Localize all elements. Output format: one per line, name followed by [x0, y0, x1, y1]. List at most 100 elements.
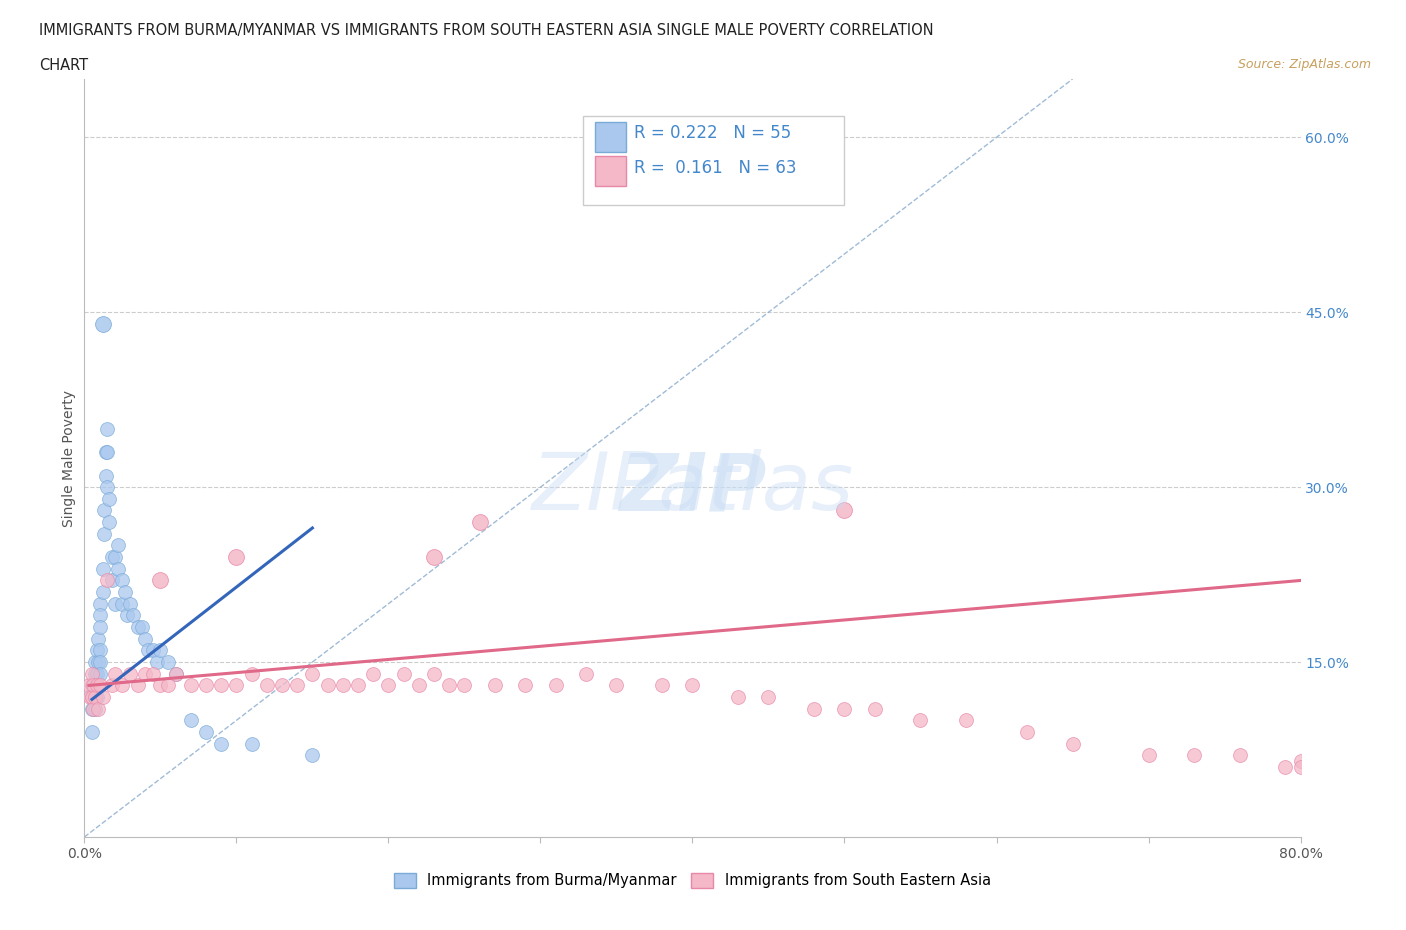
Point: [91, 316, 114, 331]
Point: [89, 608, 111, 623]
Point: [84, 690, 107, 705]
Point: [91, 562, 114, 577]
Point: [96, 421, 118, 436]
Text: ZIPatlas: ZIPatlas: [531, 449, 853, 527]
Point: [111, 678, 134, 693]
Point: [107, 538, 129, 553]
Point: [104, 596, 127, 611]
Point: [87, 655, 110, 670]
Point: [96, 480, 118, 495]
Point: [118, 666, 141, 681]
Point: [94, 445, 117, 459]
Point: [82, 701, 104, 716]
Point: [127, 619, 149, 634]
Point: [377, 678, 399, 693]
Point: [111, 596, 134, 611]
Point: [209, 737, 232, 751]
Point: [605, 678, 627, 693]
Text: CHART: CHART: [39, 58, 89, 73]
Point: [87, 701, 110, 716]
Point: [453, 678, 475, 693]
Point: [240, 666, 263, 681]
Point: [84, 701, 107, 716]
Point: [142, 643, 165, 658]
Point: [727, 690, 749, 705]
Point: [515, 678, 537, 693]
Point: [89, 678, 111, 693]
Point: [651, 678, 673, 693]
Point: [1274, 760, 1296, 775]
Point: [149, 573, 172, 588]
Y-axis label: Single Male Poverty: Single Male Poverty: [62, 390, 76, 526]
Point: [392, 666, 415, 681]
Point: [114, 585, 136, 600]
Point: [301, 748, 323, 763]
Text: IMMIGRANTS FROM BURMA/MYANMAR VS IMMIGRANTS FROM SOUTH EASTERN ASIA SINGLE MALE : IMMIGRANTS FROM BURMA/MYANMAR VS IMMIGRA…: [39, 23, 934, 38]
Point: [240, 737, 263, 751]
Point: [834, 503, 856, 518]
Point: [100, 573, 122, 588]
Point: [80, 701, 103, 716]
Point: [100, 678, 122, 693]
Point: [165, 666, 187, 681]
Point: [100, 550, 122, 565]
Point: [285, 678, 308, 693]
Point: [89, 666, 111, 681]
Point: [863, 701, 886, 716]
Point: [1137, 748, 1160, 763]
Point: [544, 678, 567, 693]
Point: [575, 666, 598, 681]
Point: [79, 690, 101, 705]
Point: [97, 491, 120, 506]
Point: [89, 655, 111, 670]
Point: [955, 713, 977, 728]
Point: [1015, 724, 1038, 739]
Point: [316, 678, 339, 693]
Point: [89, 596, 111, 611]
Point: [1289, 753, 1312, 768]
Text: Source: ZipAtlas.com: Source: ZipAtlas.com: [1237, 58, 1371, 71]
Point: [165, 666, 187, 681]
Point: [156, 655, 179, 670]
Point: [439, 678, 461, 693]
Point: [80, 690, 103, 705]
Point: [484, 678, 506, 693]
Point: [127, 678, 149, 693]
Point: [156, 678, 179, 693]
Point: [758, 690, 780, 705]
Point: [104, 666, 127, 681]
Point: [80, 678, 103, 693]
Point: [89, 643, 111, 658]
Point: [86, 690, 108, 705]
Point: [118, 596, 141, 611]
Point: [84, 666, 107, 681]
Point: [97, 514, 120, 529]
Point: [104, 550, 127, 565]
Point: [180, 678, 202, 693]
Point: [136, 643, 159, 658]
Point: [423, 666, 446, 681]
Point: [408, 678, 430, 693]
Point: [195, 678, 218, 693]
Point: [94, 468, 117, 483]
Point: [80, 690, 103, 705]
Text: R =  0.161   N = 63: R = 0.161 N = 63: [634, 159, 797, 177]
Point: [96, 445, 118, 459]
Point: [225, 550, 247, 565]
Point: [134, 631, 156, 646]
Point: [301, 666, 323, 681]
Point: [682, 678, 704, 693]
Point: [361, 666, 384, 681]
Point: [271, 678, 294, 693]
Point: [111, 573, 134, 588]
Point: [91, 585, 114, 600]
Point: [91, 690, 114, 705]
Point: [86, 666, 108, 681]
Point: [87, 631, 110, 646]
Point: [803, 701, 825, 716]
Point: [142, 666, 165, 681]
Point: [468, 514, 491, 529]
Text: R = 0.222   N = 55: R = 0.222 N = 55: [634, 124, 792, 141]
Point: [86, 643, 108, 658]
Legend: Immigrants from Burma/Myanmar, Immigrants from South Eastern Asia: Immigrants from Burma/Myanmar, Immigrant…: [388, 867, 997, 894]
